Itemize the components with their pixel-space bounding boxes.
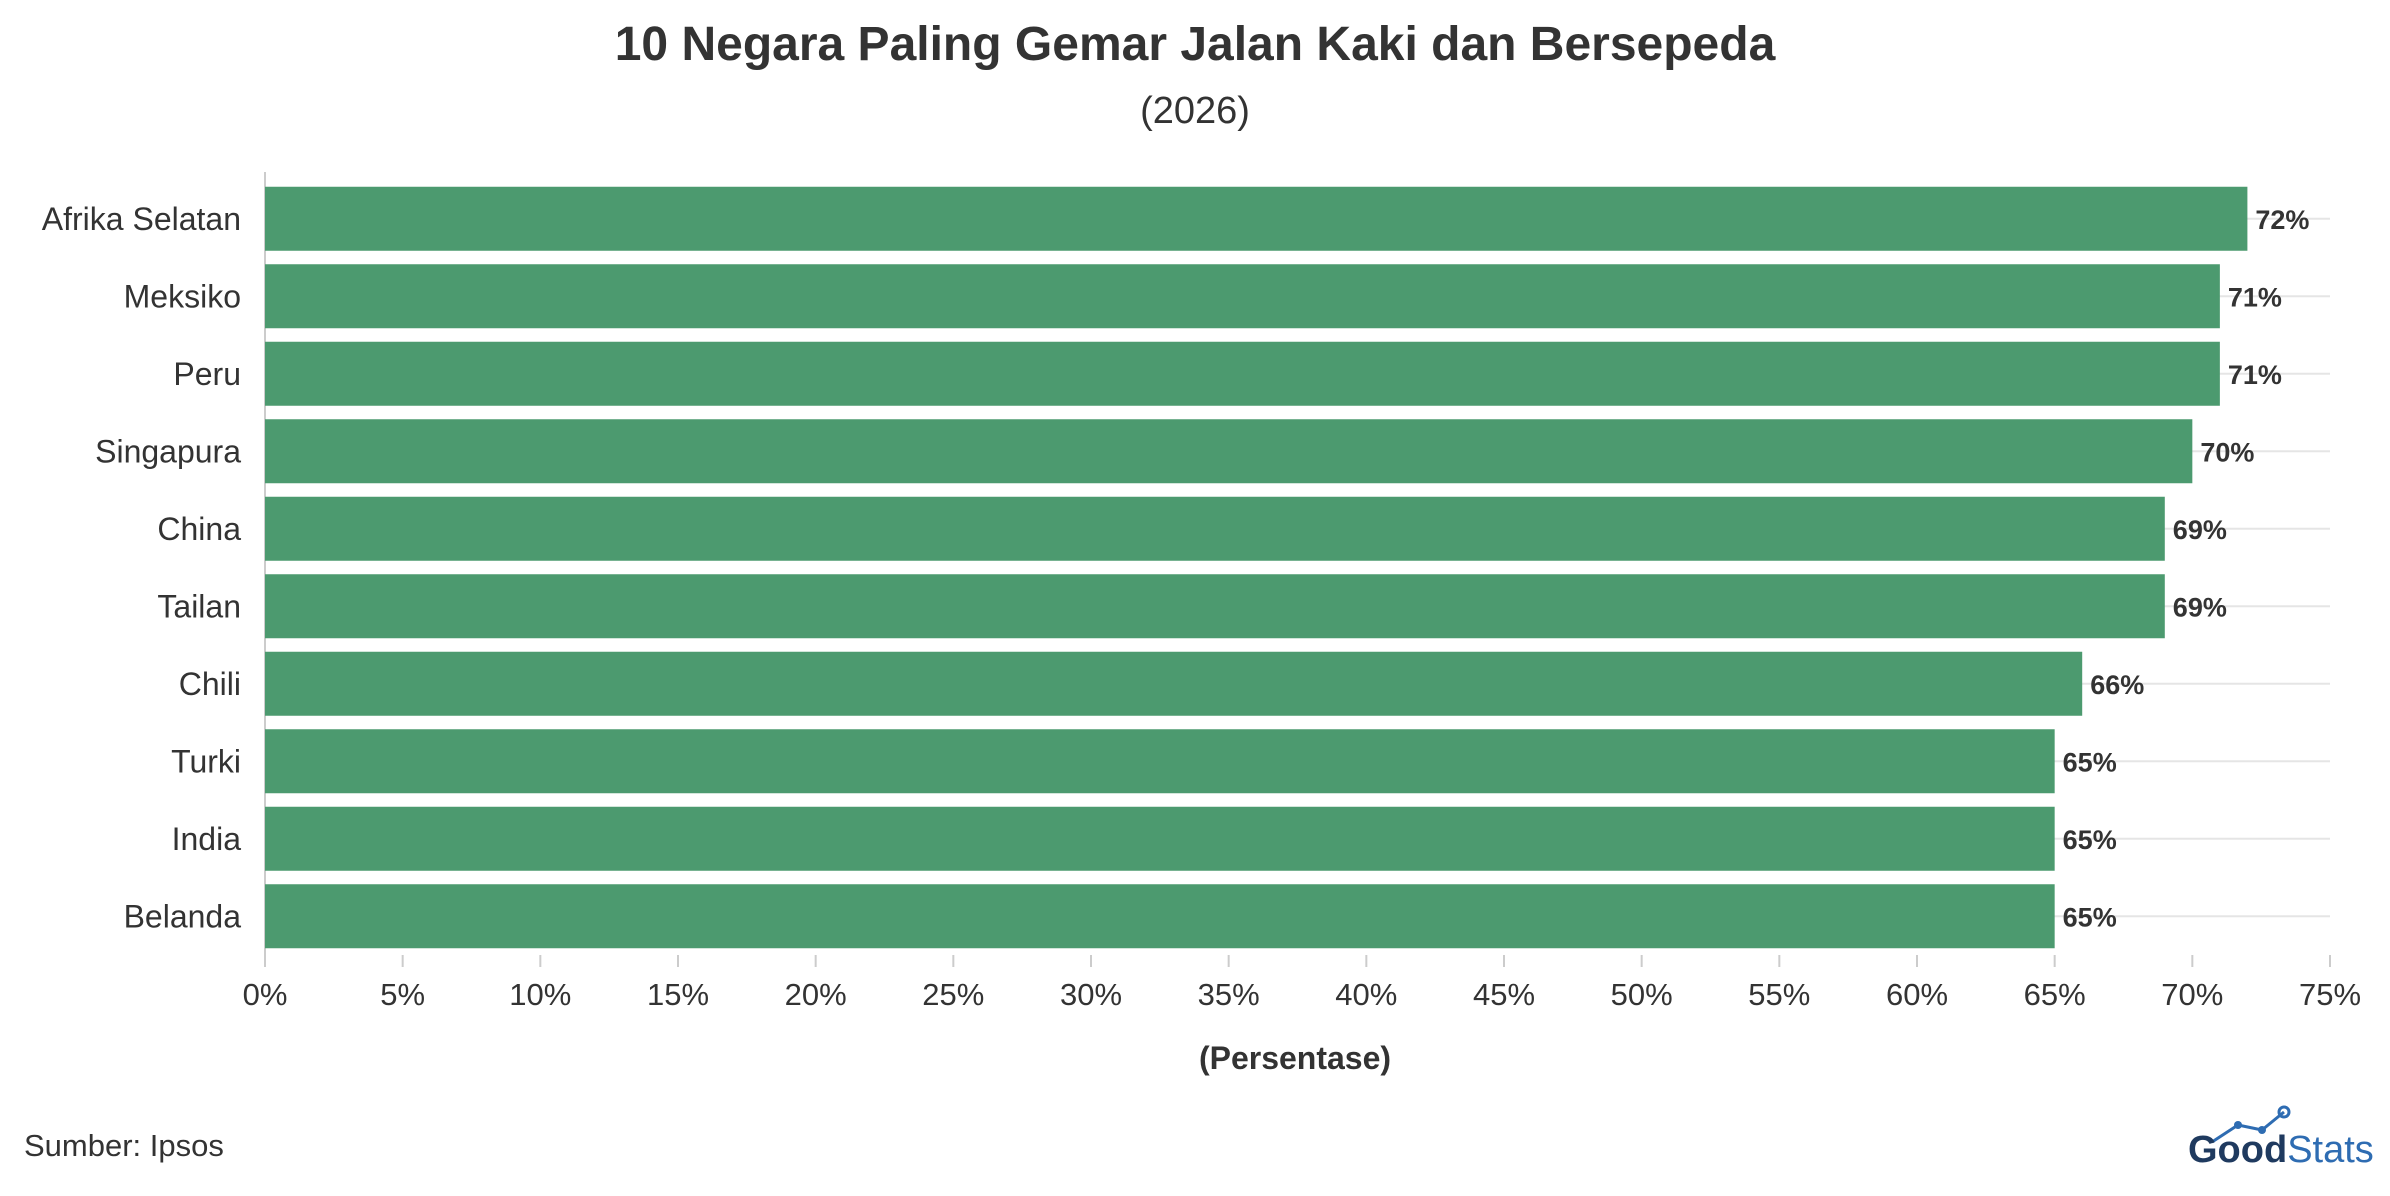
data-labels: 72% 71% 71% 70% 69% 69% 66% 65% 65% 65% [2063,205,2310,933]
category-label: Afrika Selatan [42,201,241,237]
x-axis-ticks: 0% 5% 10% 15% 20% 25% 30% 35% 40% 45% 50% 55% 60% 65%… [243,955,2361,1012]
bar [265,884,2055,949]
bar [265,651,2083,716]
bar [265,264,2220,329]
data-label: 70% [2200,437,2254,467]
bar [265,729,2055,794]
category-label: Tailan [157,588,241,624]
x-tick-label: 25% [922,977,984,1012]
x-tick-label: 50% [1611,977,1673,1012]
category-label: Peru [173,356,241,392]
bar [265,186,2248,251]
data-label: 72% [2255,205,2309,235]
x-tick-label: 70% [2161,977,2223,1012]
category-labels: Afrika Selatan Meksiko Peru Singapura China T… [42,201,241,935]
bars [265,186,2248,949]
data-label: 65% [2063,747,2117,777]
x-tick-label: 60% [1886,977,1948,1012]
data-label: 66% [2090,670,2144,700]
data-label: 69% [2173,515,2227,545]
logo-text-good: Good [2188,1129,2287,1171]
x-tick-label: 10% [509,977,571,1012]
data-label: 65% [2063,825,2117,855]
logo-chart-icon [2211,1105,2291,1144]
data-label: 65% [2063,902,2117,932]
x-tick-label: 75% [2299,977,2361,1012]
category-label: India [172,821,242,857]
category-label: Chili [179,666,241,702]
x-tick-label: 20% [785,977,847,1012]
x-tick-label: 15% [647,977,709,1012]
chart-title: 10 Negara Paling Gemar Jalan Kaki dan Be… [615,18,1776,71]
category-label: Belanda [124,898,242,934]
data-label: 71% [2228,360,2282,390]
bar [265,341,2220,406]
x-tick-label: 40% [1335,977,1397,1012]
bar [265,496,2165,561]
bar [265,419,2193,484]
goodstats-logo-text: GoodStats [2188,1129,2374,1171]
x-tick-label: 35% [1198,977,1260,1012]
goodstats-logo: GoodStats [2188,1105,2374,1171]
x-tick-label: 55% [1748,977,1810,1012]
x-tick-label: 0% [243,977,288,1012]
x-axis-title: (Persentase) [1199,1040,1391,1076]
chart-subtitle: (2026) [1140,90,1250,132]
data-label: 69% [2173,592,2227,622]
data-label: 71% [2228,282,2282,312]
logo-text-stats: Stats [2287,1129,2374,1171]
category-label: Meksiko [124,278,241,314]
category-label: Singapura [95,433,241,469]
category-label: China [157,511,241,547]
x-tick-label: 45% [1473,977,1535,1012]
category-label: Turki [171,743,241,779]
bar [265,574,2165,639]
bar [265,806,2055,871]
source-note: Sumber: Ipsos [24,1128,224,1163]
x-tick-label: 5% [380,977,425,1012]
x-tick-label: 30% [1060,977,1122,1012]
x-tick-label: 65% [2024,977,2086,1012]
